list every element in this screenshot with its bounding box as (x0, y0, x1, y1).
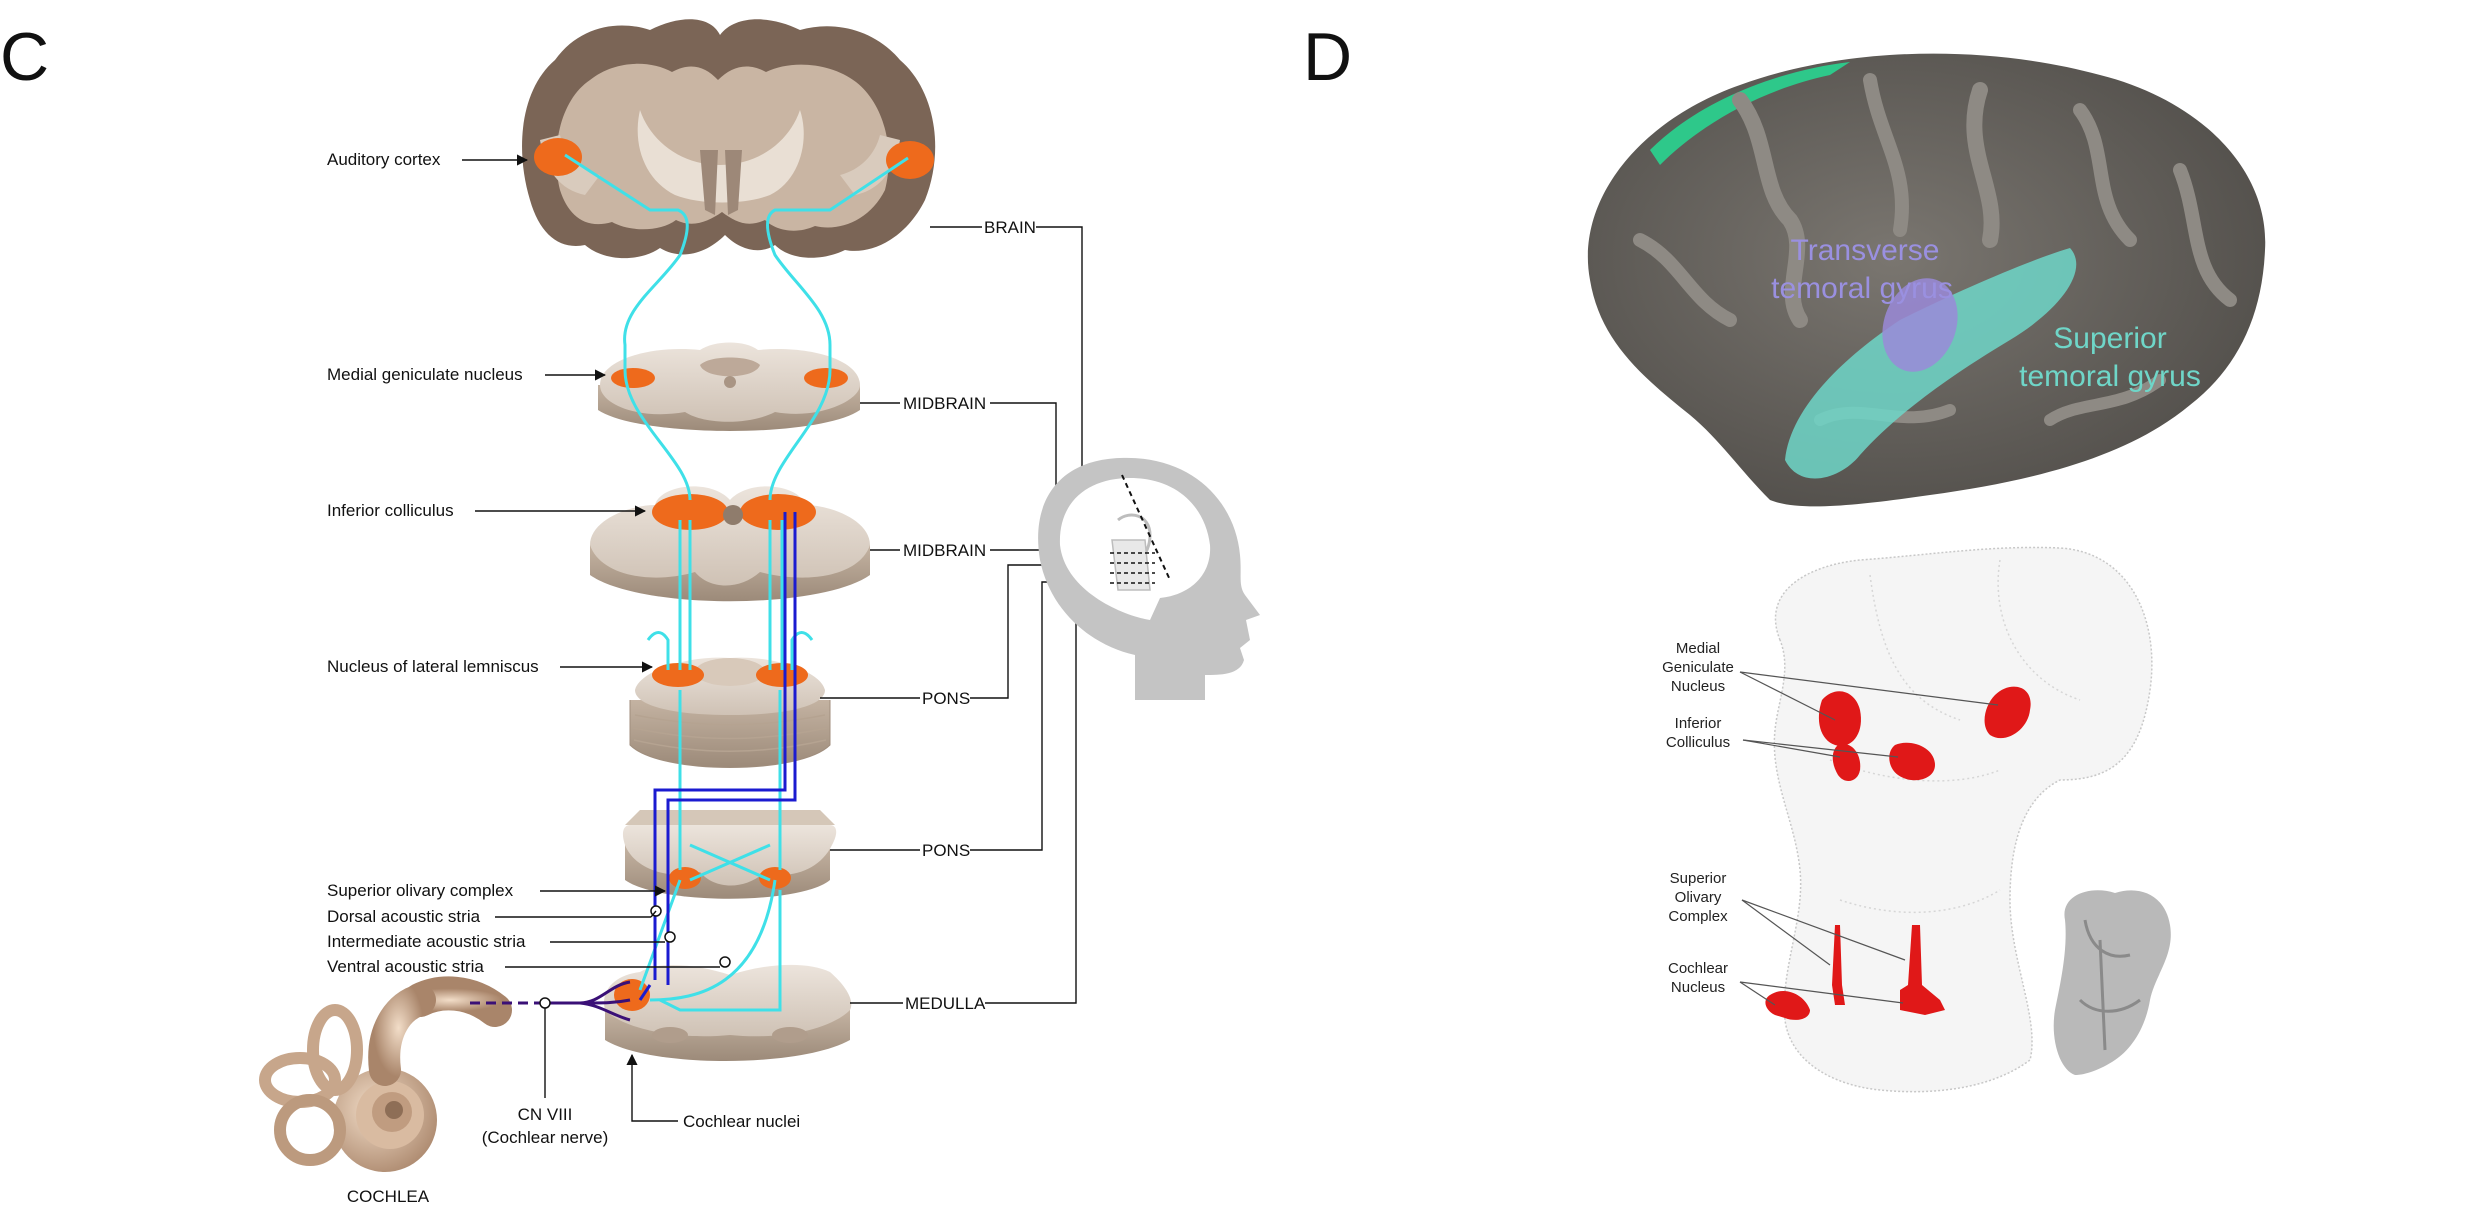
label-auditory-cortex: Auditory cortex (327, 150, 441, 169)
ipsilateral-pathways (564, 153, 909, 1012)
label-intermediate-stria: Intermediate acoustic stria (327, 932, 526, 951)
label-mgn-line1: Medial (1676, 640, 1720, 657)
panel-letter-d: D (1303, 19, 1352, 95)
label-ic-line2: Colliculus (1666, 734, 1730, 751)
auditory-cortex-left-highlight (534, 138, 582, 176)
label-lateral-lemniscus: Nucleus of lateral lemniscus (327, 657, 539, 676)
cochlea-illustration (259, 976, 512, 1172)
label-medial-geniculate: Medial geniculate nucleus (327, 365, 523, 384)
inflated-cortex-surface (1587, 53, 2266, 507)
cochlear-nerve (470, 980, 631, 1022)
label-dorsal-stria: Dorsal acoustic stria (327, 907, 481, 926)
label-mgn-line2: Geniculate (1662, 659, 1734, 676)
contralateral-pathways (638, 512, 797, 1001)
label-brain: BRAIN (984, 218, 1036, 237)
label-soc-line2: Olivary (1675, 889, 1722, 906)
label-cochlear-nuclei: Cochlear nuclei (683, 1112, 800, 1131)
label-midbrain-lower: MIDBRAIN (903, 541, 986, 560)
label-transverse-line1: Transverse (1791, 234, 1940, 267)
label-inferior-colliculus: Inferior colliculus (327, 501, 454, 520)
auditory-cortex-right-highlight (886, 141, 934, 179)
label-mgn-line3: Nucleus (1671, 678, 1725, 695)
label-superior-line1: Superior (2053, 322, 2166, 355)
brainstem-model (2053, 890, 2171, 1075)
head-silhouette (1038, 457, 1260, 700)
label-pons-upper: PONS (922, 689, 970, 708)
midbrain-slice-lower (590, 486, 870, 602)
label-soc-line1: Superior (1670, 870, 1727, 887)
label-cn-viii: CN VIII (518, 1105, 573, 1124)
label-ic-line1: Inferior (1675, 715, 1722, 732)
midbrain-slice-upper (598, 342, 860, 431)
coronal-brain-section (522, 19, 936, 259)
label-soc-line3: Complex (1668, 908, 1728, 925)
intermediate-stria-marker (664, 931, 676, 943)
label-midbrain-upper: MIDBRAIN (903, 394, 986, 413)
label-superior-line2: temoral gyrus (2019, 360, 2201, 393)
panel-letter-c: C (0, 19, 49, 95)
auditory-nuclei-3d (1765, 686, 2031, 1020)
label-cn-line1: Cochlear (1668, 960, 1728, 977)
medulla-slice (604, 964, 852, 1061)
label-pons-lower: PONS (922, 841, 970, 860)
label-ventral-stria: Ventral acoustic stria (327, 957, 484, 976)
label-medulla: MEDULLA (905, 994, 986, 1013)
label-cochlear-nerve: (Cochlear nerve) (482, 1128, 609, 1147)
label-cochlea: COCHLEA (347, 1187, 430, 1206)
pons-slice-upper (629, 657, 831, 768)
brainstem-point-cloud (1773, 546, 2153, 1093)
ventral-stria-marker (719, 956, 731, 968)
label-superior-olivary: Superior olivary complex (327, 881, 514, 900)
label-cn-line2: Nucleus (1671, 979, 1725, 996)
label-transverse-line2: temoral gyrus (1771, 272, 1953, 305)
